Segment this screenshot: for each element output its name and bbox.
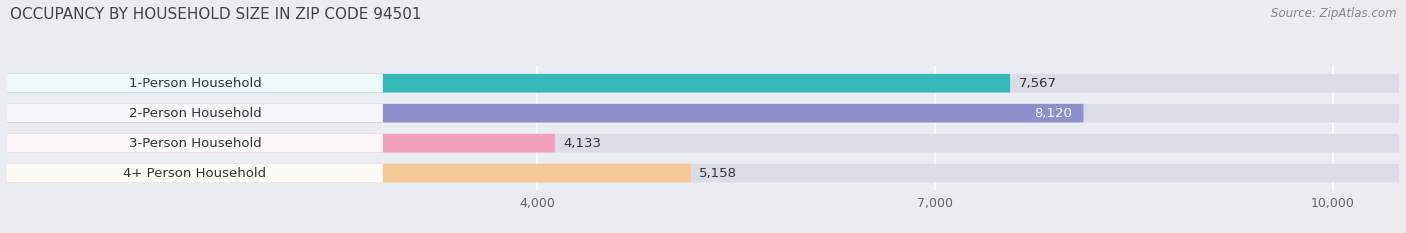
Text: 7,567: 7,567 xyxy=(1018,77,1056,90)
FancyBboxPatch shape xyxy=(7,104,1399,123)
FancyBboxPatch shape xyxy=(7,164,690,182)
FancyBboxPatch shape xyxy=(7,134,1399,152)
Text: 5,158: 5,158 xyxy=(699,167,737,180)
FancyBboxPatch shape xyxy=(7,104,1084,123)
Text: 1-Person Household: 1-Person Household xyxy=(128,77,262,90)
Text: 4,133: 4,133 xyxy=(564,137,602,150)
Text: OCCUPANCY BY HOUSEHOLD SIZE IN ZIP CODE 94501: OCCUPANCY BY HOUSEHOLD SIZE IN ZIP CODE … xyxy=(10,7,422,22)
FancyBboxPatch shape xyxy=(7,74,1399,93)
Text: Source: ZipAtlas.com: Source: ZipAtlas.com xyxy=(1271,7,1396,20)
FancyBboxPatch shape xyxy=(7,164,1399,182)
Text: 8,120: 8,120 xyxy=(1035,107,1073,120)
FancyBboxPatch shape xyxy=(7,74,1010,93)
FancyBboxPatch shape xyxy=(7,164,382,182)
FancyBboxPatch shape xyxy=(7,74,382,93)
FancyBboxPatch shape xyxy=(7,134,555,152)
FancyBboxPatch shape xyxy=(7,134,382,152)
FancyBboxPatch shape xyxy=(7,104,382,123)
Text: 2-Person Household: 2-Person Household xyxy=(128,107,262,120)
Text: 3-Person Household: 3-Person Household xyxy=(128,137,262,150)
Text: 4+ Person Household: 4+ Person Household xyxy=(124,167,267,180)
